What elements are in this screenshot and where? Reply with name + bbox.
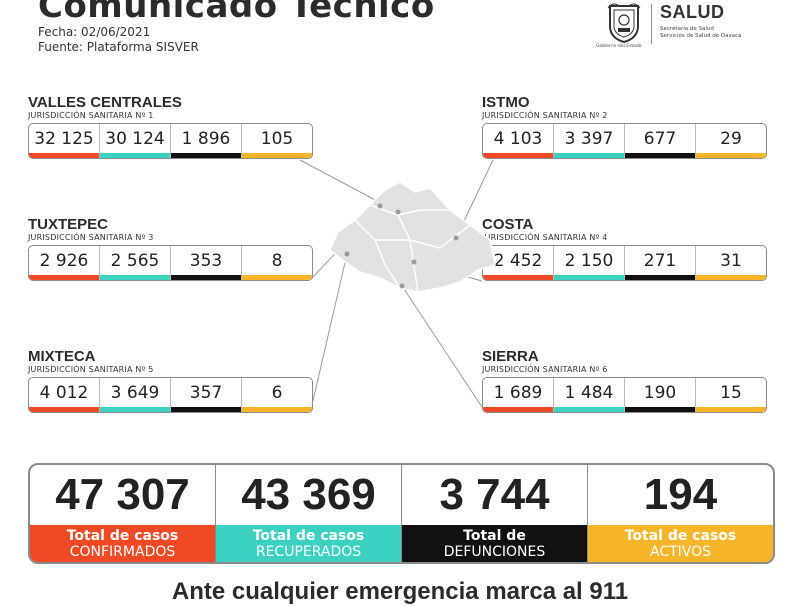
active-value: 6 [242,378,312,412]
region-sierra: SIERRA JURISDICCIÓN SANITARIA Nº 6 1 689… [482,349,767,413]
totals-panel: 47 307 Total de casos CONFIRMADOS 43 369… [28,463,775,564]
total-label-line1: Total de casos [624,527,737,544]
leader-mixteca [311,253,348,406]
region-stats: 2 452 2 150 271 31 [482,245,767,281]
deaths-value: 271 [625,246,696,280]
region-name: SIERRA [482,348,539,365]
region-jurisdiction: JURISDICCIÓN SANITARIA Nº 3 [28,233,154,242]
deaths-value: 353 [171,246,242,280]
recovered-value: 2 150 [554,246,625,280]
total-recovered: 43 369 Total de casos RECUPERADOS [216,465,402,562]
salud-subtitle: Secretaría de Salud Servicios de Salud d… [660,26,742,40]
recovered-value: 3 397 [554,124,625,158]
region-name: TUXTEPEC [28,216,109,233]
oaxaca-map [329,181,496,293]
salud-subtitle-line1: Secretaría de Salud [660,26,714,32]
total-active-value: 194 [643,470,718,519]
total-confirmed: 47 307 Total de casos CONFIRMADOS [30,465,216,562]
active-value: 31 [696,246,766,280]
total-recovered-label: Total de casos RECUPERADOS [216,525,401,562]
region-jurisdiction: JURISDICCIÓN SANITARIA Nº 4 [482,233,608,242]
region-stats: 1 689 1 484 190 15 [482,377,767,413]
deaths-value: 1 896 [171,124,242,158]
total-label-line2: ACTIVOS [649,543,712,560]
total-active: 194 Total de casos ACTIVOS [588,465,773,562]
deaths-value: 357 [171,378,242,412]
active-value: 15 [696,378,766,412]
region-valles-centrales: VALLES CENTRALES JURISDICCIÓN SANITARIA … [28,95,313,159]
leader-sierra [401,285,483,408]
deaths-value: 677 [625,124,696,158]
active-value: 29 [696,124,766,158]
region-tuxtepec: TUXTEPEC JURISDICCIÓN SANITARIA Nº 3 2 9… [28,217,313,281]
total-deaths: 3 744 Total de DEFUNCIONES [402,465,588,562]
salud-subtitle-line2: Servicios de Salud de Oaxaca [660,33,742,39]
total-confirmed-label: Total de casos CONFIRMADOS [30,525,215,562]
recovered-value: 2 565 [100,246,171,280]
recovered-value: 30 124 [100,124,171,158]
region-name: MIXTECA [28,348,96,365]
page-title: Comunicado Técnico [38,0,435,26]
region-mixteca: MIXTECA JURISDICCIÓN SANITARIA Nº 5 4 01… [28,349,313,413]
region-jurisdiction: JURISDICCIÓN SANITARIA Nº 2 [482,111,608,120]
total-label-line2: RECUPERADOS [255,543,362,560]
active-value: 105 [242,124,312,158]
region-name: ISTMO [482,94,530,111]
recovered-value: 1 484 [554,378,625,412]
region-jurisdiction: JURISDICCIÓN SANITARIA Nº 1 [28,111,154,120]
region-istmo: ISTMO JURISDICCIÓN SANITARIA Nº 2 4 103 … [482,95,767,159]
region-jurisdiction: JURISDICCIÓN SANITARIA Nº 6 [482,365,608,374]
region-stats: 4 012 3 649 357 6 [28,377,313,413]
report-source: Fuente: Plataforma SISVER [38,40,199,54]
state-seal-icon [607,3,641,44]
active-value: 8 [242,246,312,280]
confirmed-value: 2 452 [483,246,554,280]
region-name: COSTA [482,216,534,233]
total-confirmed-value: 47 307 [55,470,190,519]
confirmed-value: 32 125 [29,124,100,158]
emergency-footer: Ante cualquier emergencia marca al 911 [171,578,629,605]
deaths-value: 190 [625,378,696,412]
logo-caption: Gobierno del Estado [596,44,642,49]
salud-brand: SALUD [660,2,725,22]
confirmed-value: 4 012 [29,378,100,412]
total-recovered-value: 43 369 [241,470,376,519]
confirmed-value: 2 926 [29,246,100,280]
region-costa: COSTA JURISDICCIÓN SANITARIA Nº 4 2 452 … [482,217,767,281]
total-label-line2: CONFIRMADOS [69,543,176,560]
recovered-value: 3 649 [100,378,171,412]
report-date: Fecha: 02/06/2021 [38,25,151,39]
region-name: VALLES CENTRALES [28,94,182,111]
total-deaths-label: Total de DEFUNCIONES [402,525,587,562]
total-label-line1: Total de casos [66,527,179,544]
total-label-line1: Total de casos [252,527,365,544]
total-label-line2: DEFUNCIONES [443,543,546,560]
total-deaths-value: 3 744 [439,470,550,519]
region-stats: 32 125 30 124 1 896 105 [28,123,313,159]
region-stats: 2 926 2 565 353 8 [28,245,313,281]
total-active-label: Total de casos ACTIVOS [588,525,773,562]
region-stats: 4 103 3 397 677 29 [482,123,767,159]
total-label-line1: Total de [463,527,526,544]
confirmed-value: 4 103 [483,124,554,158]
confirmed-value: 1 689 [483,378,554,412]
logo-divider [651,4,652,44]
region-jurisdiction: JURISDICCIÓN SANITARIA Nº 5 [28,365,154,374]
